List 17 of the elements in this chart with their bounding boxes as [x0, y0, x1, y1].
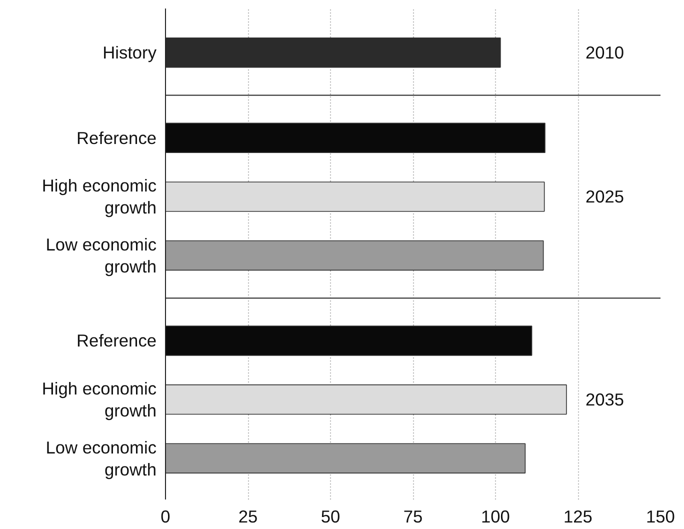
y-tick-label: Low economic growth	[46, 437, 157, 480]
y-tick-label: High economic growth	[42, 378, 157, 421]
y-tick-label: High economic growth	[42, 176, 157, 218]
x-tick-label: 150	[646, 506, 675, 526]
y-tick-label: Reference	[76, 330, 157, 351]
x-tick-label: 75	[403, 506, 423, 526]
annotation: 2035	[586, 390, 624, 410]
x-tick-label: 125	[564, 506, 592, 526]
x-tick-label: 25	[238, 506, 258, 526]
annotation: 2010	[586, 42, 624, 63]
y-tick-label: History	[102, 42, 157, 63]
x-tick-label: 0	[160, 506, 170, 526]
y-tick-label: Low economic growth	[46, 234, 157, 276]
x-tick-label: 50	[320, 506, 340, 526]
x-tick-label: 100	[481, 506, 510, 526]
y-tick-label: Reference	[76, 128, 157, 148]
annotation: 2025	[586, 186, 624, 207]
